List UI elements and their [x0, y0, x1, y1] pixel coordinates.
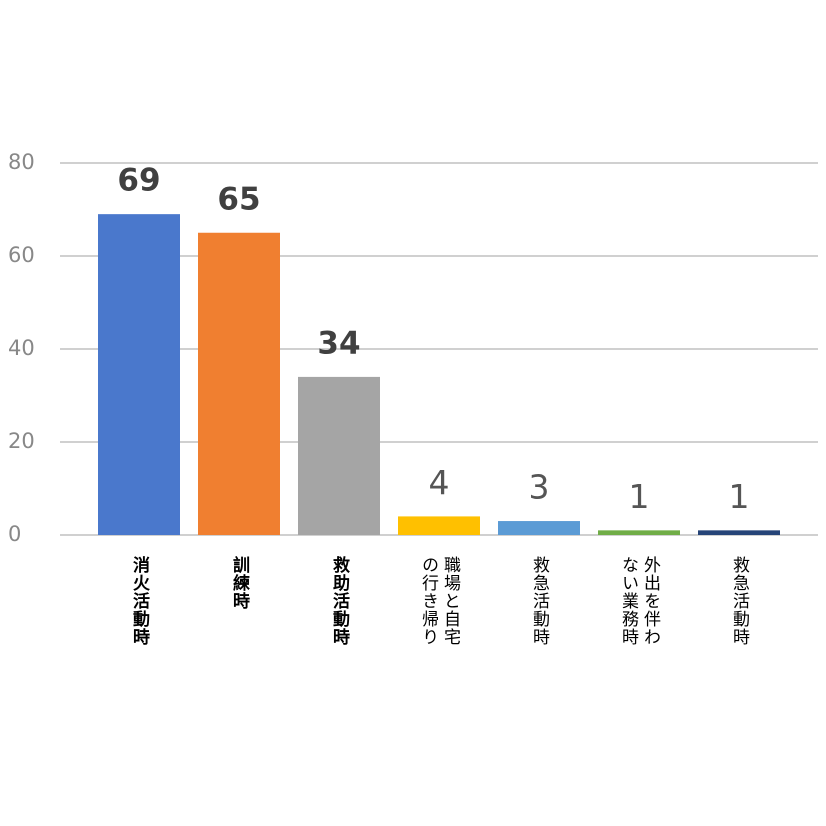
data-label: 1 — [629, 477, 650, 516]
x-tick-label: 救急活動時 — [729, 556, 749, 646]
data-label: 3 — [529, 468, 550, 507]
bar — [98, 214, 180, 535]
data-label: 1 — [729, 477, 750, 516]
data-label: 34 — [317, 325, 360, 361]
y-tick-label: 60 — [8, 243, 35, 267]
data-label: 69 — [117, 163, 160, 199]
data-label: 4 — [429, 463, 450, 502]
y-tick-label: 20 — [8, 429, 35, 453]
bar — [198, 232, 280, 535]
y-tick-label: 40 — [8, 336, 35, 360]
y-tick-label: 80 — [8, 150, 35, 174]
x-tick-label: 外出を伴わ ない業務時 — [618, 556, 660, 646]
bar — [598, 530, 680, 535]
bar — [498, 521, 580, 535]
x-tick-label: 救助活動時 — [329, 556, 349, 646]
x-tick-label: 職場と自宅 の行き帰り — [418, 556, 460, 646]
bar — [298, 376, 380, 535]
x-tick-label: 訓練時 — [229, 556, 249, 610]
bar — [398, 516, 480, 535]
y-tick-label: 0 — [8, 522, 21, 546]
x-tick-label: 消火活動時 — [129, 556, 149, 646]
x-tick-label: 救急活動時 — [529, 556, 549, 646]
bar — [698, 530, 780, 535]
data-label: 65 — [217, 181, 260, 217]
